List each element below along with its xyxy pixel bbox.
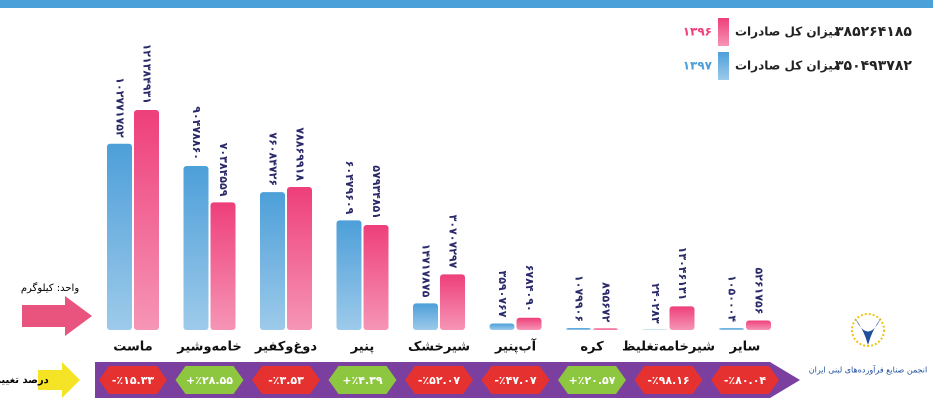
legend-year: ۱۳۹۷ xyxy=(683,59,713,73)
value-label: ۱۰۲۷۷۱۷۵۲ xyxy=(114,77,127,138)
change-label: +٪۴.۳۹ xyxy=(342,374,383,387)
change-label: -٪۵۲.۰۷ xyxy=(418,374,461,387)
value-label: ۸۹۵۶۷۲ xyxy=(600,282,613,323)
bar xyxy=(670,306,695,330)
bar xyxy=(337,220,362,330)
chart: واحد: کیلوگرم درصد تغییر انجمن صنایع فرآ… xyxy=(0,0,933,405)
unit-label: واحد: کیلوگرم xyxy=(21,282,79,294)
category-label: کره xyxy=(580,340,604,355)
bar xyxy=(211,202,236,330)
legend-label: میزان کل صادرات xyxy=(735,59,841,73)
category-label: پنیر xyxy=(350,340,375,355)
change-label: +٪۲۸.۵۵ xyxy=(186,374,233,387)
value-label: ۱۳۰۴۶۱۳۱ xyxy=(676,247,689,301)
bar xyxy=(287,187,312,330)
bar xyxy=(593,328,618,330)
bar xyxy=(107,144,132,330)
bar xyxy=(746,320,771,330)
bar xyxy=(364,225,389,330)
top-strip xyxy=(0,0,933,8)
bar xyxy=(440,274,465,330)
bar xyxy=(260,192,285,330)
bar xyxy=(517,318,542,330)
value-label: ۳۰۷۰۷۲۹۷ xyxy=(447,215,460,269)
value-label: ۵۲۶۱۷۵۶ xyxy=(753,267,766,314)
legend-year: ۱۳۹۶ xyxy=(683,25,712,39)
change-label: -٪۹۸.۱۶ xyxy=(647,374,689,387)
legend-total: ۳۵۰۴۹۳۷۸۲ xyxy=(835,58,912,74)
value-label: ۵۷۹۳۴۸۵۱ xyxy=(370,165,383,219)
value-label: ۷۰۳۸۴۵۵۹ xyxy=(217,143,230,197)
legend-swatch xyxy=(718,18,729,46)
legend-total: ۳۸۵۲۶۴۱۸۵ xyxy=(835,24,912,40)
value-label: ۱۰۷۹۹۰۶ xyxy=(573,275,586,322)
legend-label: میزان کل صادرات xyxy=(735,25,841,39)
category-label: ماست xyxy=(113,340,152,355)
change-label: -٪۳.۵۳ xyxy=(268,374,304,387)
change-label: -٪۸۰.۰۴ xyxy=(724,374,767,387)
bar xyxy=(134,110,159,330)
bar xyxy=(719,328,744,330)
category-label: شیرخشک xyxy=(408,340,470,355)
change-label: +٪۲۰.۵۷ xyxy=(569,374,616,387)
logo-text: انجمن صنایع فرآورده‌های لبنی ایران xyxy=(809,365,927,375)
value-label: ۲۴۰۲۸۳ xyxy=(649,283,662,324)
category-label: دوغ‌وکفیر xyxy=(254,340,317,355)
category-label: سایر xyxy=(729,340,761,355)
value-label: ۷۸۸۶۹۹۱۸ xyxy=(294,127,307,181)
value-label: ۹۰۴۷۸۸۶۰ xyxy=(190,106,203,160)
value-label: ۶۷۸۴۰۹۰ xyxy=(523,265,536,312)
value-label: ۱۴۷۱۷۸۷۵ xyxy=(420,244,433,298)
change-title: درصد تغییر xyxy=(0,375,49,386)
unit-arrow xyxy=(22,296,92,336)
category-label: آب‌پنیر xyxy=(494,338,537,355)
legend-swatch xyxy=(718,52,729,80)
value-label: ۳۵۹۰۷۶۷ xyxy=(496,270,509,317)
bar xyxy=(413,303,438,330)
logo: انجمن صنایع فرآورده‌های لبنی ایران xyxy=(809,314,927,375)
bar xyxy=(184,166,209,330)
value-label: ۱۰۵۰۰۰۴ xyxy=(726,275,739,322)
value-label: ۶۰۴۷۹۶۰۹ xyxy=(343,161,356,215)
value-label: ۱۲۱۳۸۴۹۳۱ xyxy=(141,44,154,104)
change-label: -٪۱۵.۳۳ xyxy=(112,374,155,387)
bar xyxy=(490,323,515,330)
change-label: -٪۴۷.۰۷ xyxy=(494,374,537,387)
category-label: شیرخامه‌تغلیظ xyxy=(622,340,715,355)
bar xyxy=(566,328,591,330)
value-label: ۷۶۰۸۴۷۲۶ xyxy=(267,132,280,186)
category-label: خامه‌وشیر xyxy=(176,340,241,355)
